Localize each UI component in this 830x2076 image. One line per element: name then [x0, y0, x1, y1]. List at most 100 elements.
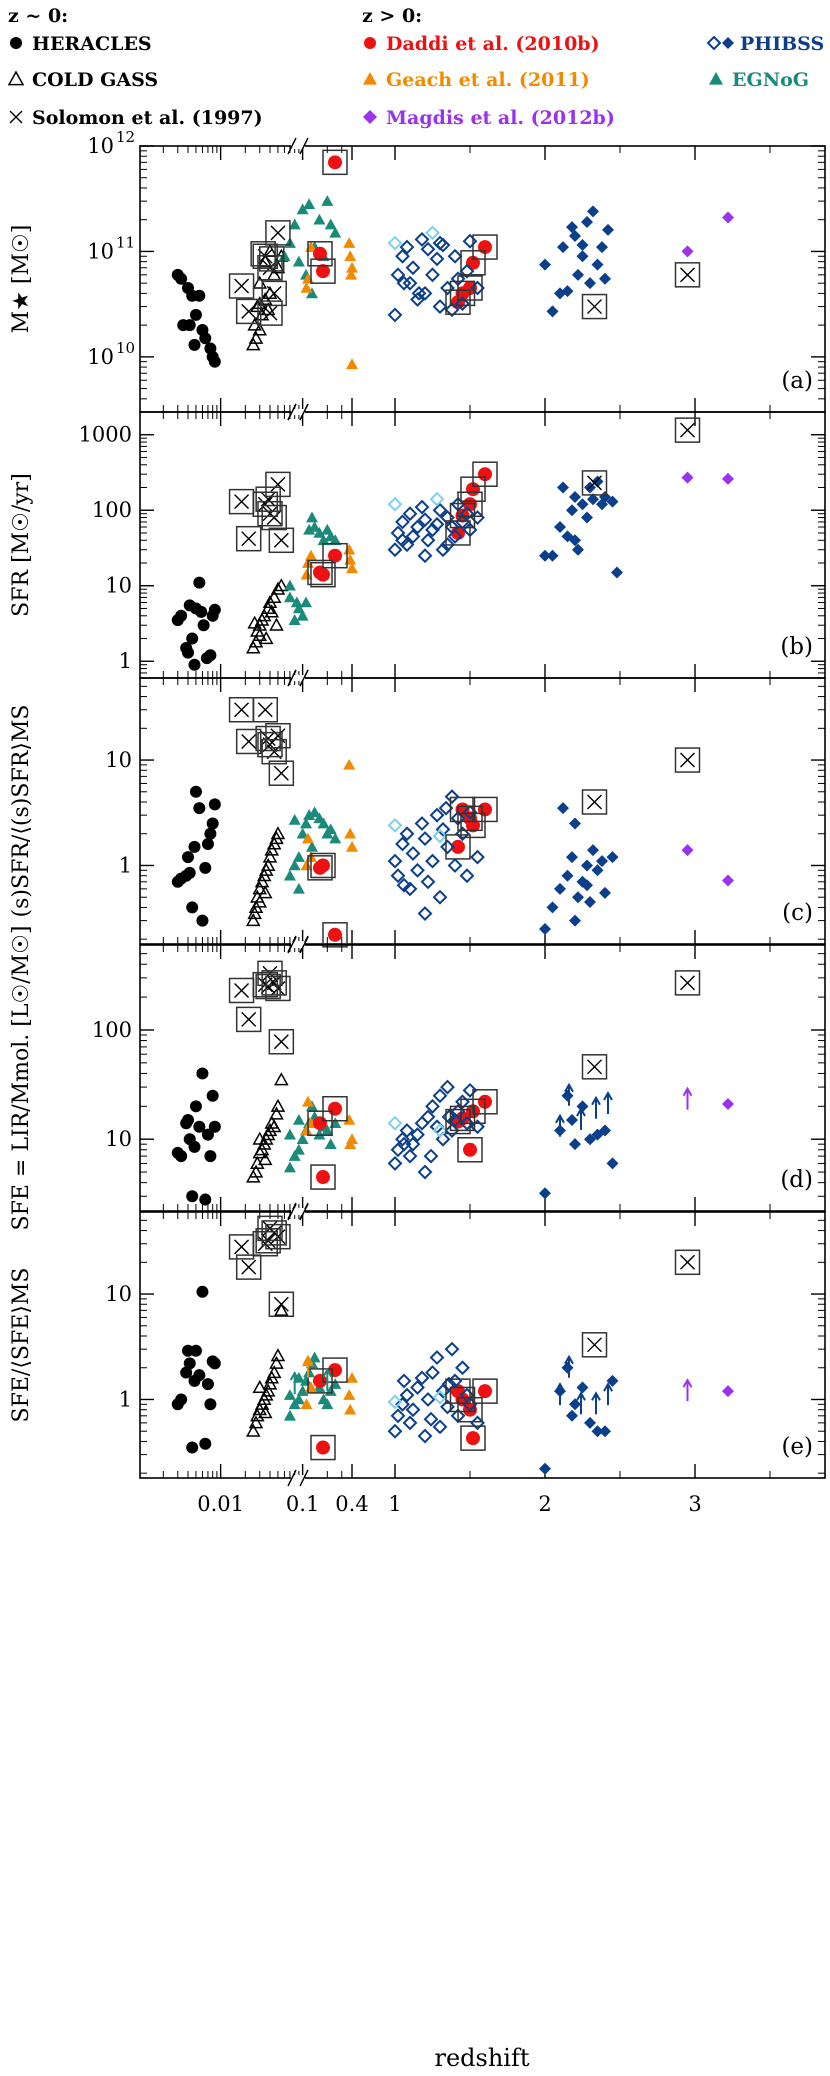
data-point: [387, 1156, 403, 1171]
data-point: [591, 1391, 601, 1415]
y-tick-label: 10: [87, 345, 114, 369]
data-point: [288, 859, 301, 871]
data-point: [269, 1355, 284, 1369]
data-point: [175, 1150, 188, 1163]
data-point: [245, 1423, 261, 1437]
data-point: [387, 1423, 403, 1439]
data-point: [247, 615, 262, 629]
data-point: [248, 330, 264, 344]
data-point: [296, 1385, 309, 1396]
data-point: [322, 922, 348, 948]
data-point: [462, 233, 478, 249]
series-magdis-et-al-2012b: [722, 1097, 734, 1110]
data-point: [261, 1220, 287, 1246]
data-point: [186, 1441, 199, 1454]
data-point: [262, 1122, 278, 1137]
data-point: [411, 285, 427, 301]
data-point: [321, 1124, 334, 1136]
data-point: [199, 1193, 212, 1206]
data-point: [308, 806, 321, 818]
series-solomon-et-al-1997: [234, 702, 695, 810]
data-point: [572, 543, 584, 556]
data-point: [478, 1384, 492, 1399]
data-point: [308, 520, 321, 532]
data-point: [569, 534, 581, 547]
data-point: [546, 901, 559, 914]
x-axis-label: redshift: [434, 2044, 529, 2072]
axis-break-gap: [291, 942, 305, 948]
data-point: [599, 272, 611, 285]
panel-d: 10 100 (d) SFE = LIR/Mmol. [L☉/M☉]: [9, 926, 826, 1230]
series-phibss: [539, 205, 614, 318]
data-point: [417, 1164, 433, 1180]
data-point: [208, 355, 221, 368]
data-point: [241, 531, 257, 547]
data-point: [581, 511, 593, 524]
data-point: [303, 523, 316, 535]
data-point: [429, 807, 445, 823]
data-point: [470, 849, 485, 865]
data-point: [674, 417, 701, 443]
data-point: [425, 1365, 440, 1380]
series-phibss-light: [387, 491, 445, 512]
data-point: [234, 278, 250, 294]
series-phibss-light: [387, 1389, 448, 1410]
data-point: [587, 493, 599, 506]
data-point: [317, 817, 330, 829]
data-point: [682, 1086, 693, 1110]
data-point: [182, 1113, 194, 1126]
data-point: [444, 302, 460, 318]
data-point: [208, 1120, 221, 1133]
data-point: [402, 275, 418, 291]
series-magdis-et-al-2012b: [681, 844, 734, 887]
data-point: [269, 1106, 284, 1120]
data-point: [402, 881, 418, 897]
legend-marker: [9, 110, 23, 124]
data-point: [201, 1378, 214, 1391]
data-point: [300, 859, 313, 871]
data-point: [270, 728, 286, 744]
x-tick-label: 1: [388, 1492, 401, 1516]
data-point: [257, 500, 283, 527]
series-daddi-et-al-2010b: [313, 155, 492, 310]
data-point: [581, 789, 608, 815]
data-point: [470, 1119, 485, 1135]
data-point: [599, 490, 611, 503]
data-point: [313, 1128, 326, 1140]
data-point: [261, 280, 287, 307]
data-point: [722, 1385, 734, 1398]
x-axis: redshift 0.010.10.41234: [197, 1492, 701, 2072]
data-point: [587, 205, 599, 218]
data-point: [300, 1124, 313, 1136]
data-point: [208, 1357, 221, 1370]
data-point: [399, 239, 415, 255]
data-point: [387, 853, 403, 869]
data-point: [440, 280, 455, 296]
data-point: [423, 1411, 439, 1427]
legend-marker: [7, 70, 25, 86]
data-point: [564, 1354, 574, 1378]
data-point: [722, 1097, 734, 1110]
data-point: [234, 1239, 250, 1255]
data-point: [581, 1054, 608, 1080]
legend-entry-daddi-et-al-2010b: Daddi et al. (2010b): [364, 33, 600, 55]
data-point: [440, 537, 455, 553]
data-point: [322, 542, 348, 569]
data-point: [344, 1403, 357, 1415]
series-heracles: [171, 785, 221, 927]
data-point: [581, 293, 608, 320]
data-point: [387, 307, 403, 323]
data-point: [316, 567, 330, 582]
data-point: [466, 1431, 480, 1446]
data-point: [561, 285, 574, 298]
data-point: [201, 1128, 214, 1141]
data-point: [425, 225, 440, 241]
data-point: [283, 1128, 296, 1140]
series-heracles: [171, 1285, 221, 1454]
data-point: [189, 1100, 202, 1113]
data-point: [193, 802, 206, 815]
data-point: [576, 250, 589, 263]
data-point: [235, 298, 262, 325]
